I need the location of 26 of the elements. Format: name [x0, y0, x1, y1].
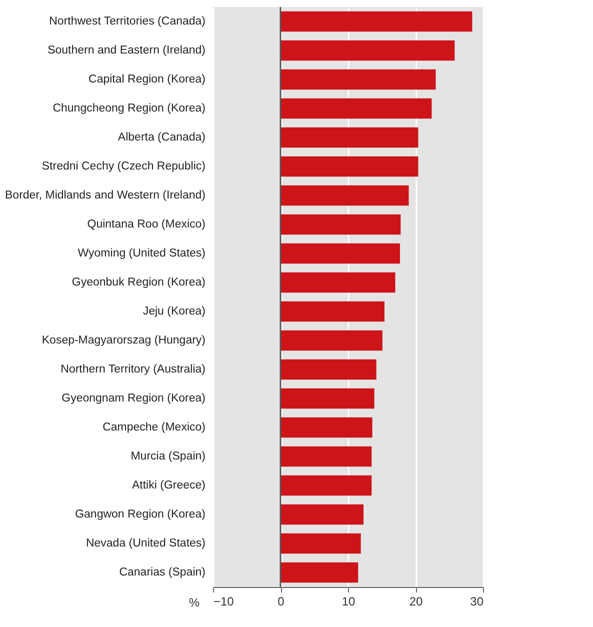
y-tick-label: Attiki (Greece) — [132, 480, 206, 492]
y-tick-label: Northwest Territories (Canada) — [49, 16, 206, 28]
x-tick-label: −10 — [214, 594, 234, 608]
x-axis-title: % — [188, 596, 200, 610]
x-tick-label: 0 — [278, 594, 285, 608]
x-tick-label: 10 — [342, 594, 356, 608]
y-tick-label: Southern and Eastern (Ireland) — [48, 44, 206, 56]
y-tick-label: Kosep-Magyarorszag (Hungary) — [42, 334, 206, 346]
x-tick-label: 20 — [409, 594, 423, 608]
y-tick-label: Chungcheong Region (Korea) — [52, 102, 206, 114]
y-tick-label: Campeche (Mexico) — [102, 422, 206, 434]
x-tick-label: 30 — [470, 594, 484, 608]
y-tick-label: Alberta (Canada) — [118, 132, 206, 144]
y-tick-label: Capital Region (Korea) — [88, 74, 206, 86]
y-tick-label: Border, Midlands and Western (Ireland) — [5, 190, 206, 202]
y-tick-label: Wyoming (United States) — [78, 248, 206, 260]
y-tick-label: Canarias (Spain) — [119, 566, 206, 578]
y-tick-label: Murcia (Spain) — [130, 450, 206, 462]
y-tick-label: Nevada (United States) — [86, 538, 206, 550]
y-tick-label: Quintana Roo (Mexico) — [87, 218, 206, 230]
y-tick-label: Gangwon Region (Korea) — [75, 508, 206, 520]
y-tick-label: Stredni Cechy (Czech Republic) — [42, 160, 206, 172]
y-tick-label: Northern Territory (Australia) — [60, 364, 206, 376]
y-tick-label: Gyeonbuk Region (Korea) — [72, 276, 206, 288]
y-tick-label: Jeju (Korea) — [142, 306, 206, 318]
y-tick-label: Gyeongnam Region (Korea) — [62, 392, 206, 404]
